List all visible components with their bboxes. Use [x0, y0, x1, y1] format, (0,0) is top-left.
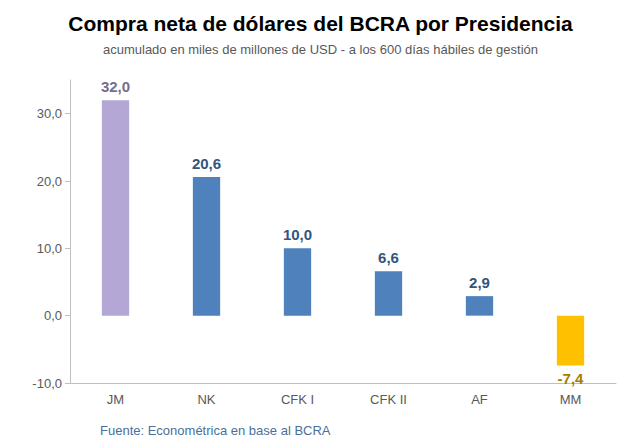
svg-text:CFK II: CFK II	[370, 392, 407, 407]
svg-text:6,6: 6,6	[378, 249, 399, 266]
svg-text:10,0: 10,0	[37, 241, 62, 256]
svg-text:acumulado en miles de millones: acumulado en miles de millones de USD - …	[103, 42, 538, 57]
svg-text:NK: NK	[197, 392, 215, 407]
svg-text:0,0: 0,0	[44, 308, 62, 323]
svg-text:10,0: 10,0	[283, 226, 312, 243]
svg-text:32,0: 32,0	[101, 78, 130, 95]
svg-text:20,0: 20,0	[37, 174, 62, 189]
svg-text:AF: AF	[471, 392, 488, 407]
svg-text:MM: MM	[560, 392, 582, 407]
svg-text:20,6: 20,6	[192, 155, 221, 172]
svg-text:-10,0: -10,0	[32, 376, 62, 391]
svg-text:30,0: 30,0	[37, 106, 62, 121]
svg-text:-7,4: -7,4	[558, 370, 585, 387]
svg-text:JM: JM	[107, 392, 124, 407]
svg-text:2,9: 2,9	[469, 274, 490, 291]
svg-text:CFK I: CFK I	[281, 392, 314, 407]
svg-text:Compra neta de dólares del BCR: Compra neta de dólares del BCRA por Pres…	[68, 12, 573, 35]
svg-text:Fuente: Econométrica en base a: Fuente: Econométrica en base al BCRA	[100, 423, 331, 438]
